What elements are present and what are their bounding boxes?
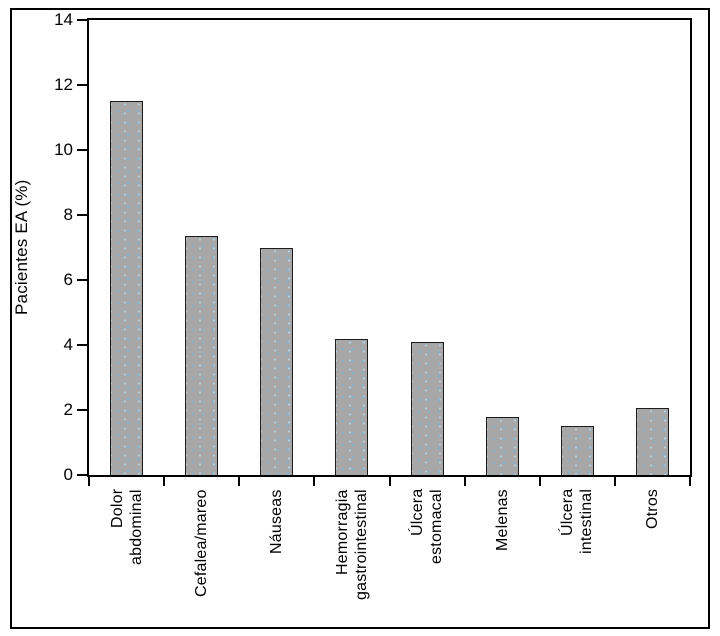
x-tick: [613, 477, 616, 486]
y-tick: [77, 149, 87, 151]
y-tick: [77, 344, 87, 346]
x-category-cell: Otros: [597, 489, 707, 636]
x-tick: [689, 477, 691, 486]
x-category-label: Náuseas: [268, 489, 286, 554]
y-tick-label: 0: [63, 465, 73, 484]
x-tick: [463, 477, 466, 486]
bar-7: [560, 426, 594, 475]
y-tick-label: 12: [54, 75, 73, 94]
x-category-label: Úlcera intestinal: [559, 489, 596, 555]
x-category-label: Cefalea/mareo: [193, 489, 211, 597]
x-tick: [88, 477, 90, 486]
y-tick: [77, 19, 87, 21]
x-category-label: Dolor abdominal: [108, 489, 145, 565]
x-category-label: Hemorragia gastrointestinal: [333, 489, 370, 600]
y-tick-label: 14: [54, 10, 73, 29]
bar-8: [635, 408, 669, 475]
y-tick-label: 2: [63, 400, 73, 419]
x-tick: [163, 477, 166, 486]
x-tick: [538, 477, 541, 486]
y-tick-label: 4: [63, 335, 73, 354]
x-category-label: Úlcera estomacal: [409, 489, 446, 564]
y-tick-label: 8: [63, 205, 73, 224]
y-tick: [77, 84, 87, 86]
y-tick: [77, 214, 87, 216]
x-tick: [238, 477, 241, 486]
x-tick: [313, 477, 316, 486]
y-tick: [77, 409, 87, 411]
plot-area: [87, 18, 692, 477]
x-category-label: Otros: [643, 489, 661, 530]
bar-2: [185, 236, 219, 475]
x-category-label: Melenas: [493, 489, 511, 551]
bar-5: [410, 341, 444, 475]
y-tick-label: 6: [63, 270, 73, 289]
bar-3: [260, 247, 294, 475]
bar-6: [485, 416, 519, 475]
y-tick: [77, 279, 87, 281]
x-tick: [388, 477, 391, 486]
bar-4: [335, 338, 369, 475]
bar-1: [110, 101, 144, 475]
y-tick: [77, 474, 87, 476]
y-tick-label: 10: [54, 140, 73, 159]
